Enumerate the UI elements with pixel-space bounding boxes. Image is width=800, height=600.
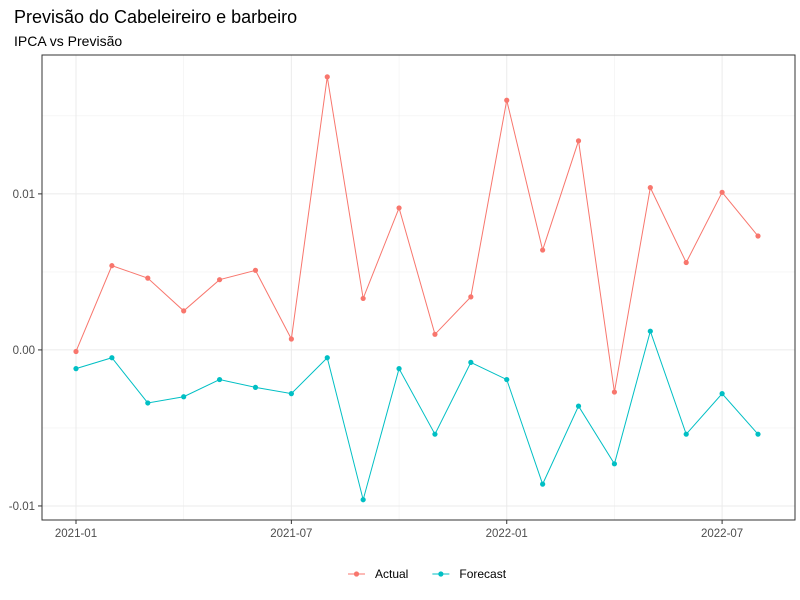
legend-label: Forecast <box>459 567 506 581</box>
data-point-actual <box>396 205 402 211</box>
data-point-actual <box>288 336 294 342</box>
y-axis: -0.01 0.00 0.01 <box>9 189 42 513</box>
legend-label: Actual <box>375 567 408 581</box>
y-tick-label: 0.01 <box>13 189 35 201</box>
plot-border <box>41 54 796 521</box>
data-point-actual <box>109 263 115 269</box>
data-point-actual <box>216 277 223 283</box>
x-tick-label: 2021-01 <box>55 528 97 540</box>
data-point-forecast <box>145 400 151 406</box>
legend-key-point <box>353 571 360 577</box>
data-point-actual <box>73 348 79 355</box>
data-point-forecast <box>683 431 689 437</box>
data-point-forecast <box>216 376 223 383</box>
legend-item-forecast: Forecast <box>432 567 507 581</box>
x-axis: 2021-01 2021-07 2022-01 2022-07 <box>55 520 743 540</box>
data-point-forecast <box>540 481 546 487</box>
chart-subtitle: IPCA vs Previsão <box>14 33 122 49</box>
data-point-actual <box>719 189 725 195</box>
data-point-forecast <box>719 391 725 397</box>
data-point-forecast <box>288 391 294 397</box>
series-layer <box>73 74 761 503</box>
data-point-forecast <box>755 431 761 437</box>
data-point-actual <box>647 185 653 191</box>
grid-layer <box>42 55 795 520</box>
data-point-actual <box>755 233 761 239</box>
data-point-actual <box>468 294 474 300</box>
data-point-actual <box>360 295 366 302</box>
data-point-actual <box>432 331 438 337</box>
data-point-actual <box>504 97 510 103</box>
data-point-forecast <box>252 384 259 390</box>
legend-key-point <box>438 571 444 577</box>
data-point-forecast <box>647 328 653 334</box>
y-tick-label: 0.00 <box>13 345 35 357</box>
data-point-actual <box>145 275 151 281</box>
data-point-forecast <box>611 461 618 467</box>
series-line-actual <box>75 76 759 393</box>
data-point-actual <box>181 308 187 314</box>
x-tick-label: 2021-07 <box>270 528 312 540</box>
data-point-forecast <box>360 497 366 503</box>
data-point-forecast <box>324 355 330 361</box>
data-point-forecast <box>468 359 474 365</box>
series-forecast <box>73 328 761 503</box>
legend-item-actual: Actual <box>348 567 408 581</box>
y-tick-label: -0.01 <box>9 501 35 513</box>
data-point-forecast <box>181 394 187 400</box>
data-point-forecast <box>575 403 582 409</box>
data-point-forecast <box>432 431 438 437</box>
data-point-forecast <box>109 355 115 361</box>
legend: Actual Forecast <box>348 567 507 581</box>
x-tick-label: 2022-01 <box>486 528 528 540</box>
series-line-forecast <box>75 329 759 502</box>
data-point-forecast <box>396 366 402 372</box>
data-point-actual <box>611 389 618 395</box>
data-point-actual <box>575 138 582 144</box>
data-point-actual <box>540 247 546 253</box>
data-point-actual <box>683 259 689 266</box>
x-tick-label: 2022-07 <box>701 528 743 540</box>
data-point-actual <box>324 74 330 80</box>
plot-area <box>41 54 796 521</box>
plot-panel <box>42 55 795 520</box>
chart-title: Previsão do Cabeleireiro e barbeiro <box>14 7 297 27</box>
data-point-actual <box>252 267 259 273</box>
data-point-forecast <box>504 376 510 383</box>
series-actual <box>73 74 761 395</box>
data-point-forecast <box>73 366 79 372</box>
